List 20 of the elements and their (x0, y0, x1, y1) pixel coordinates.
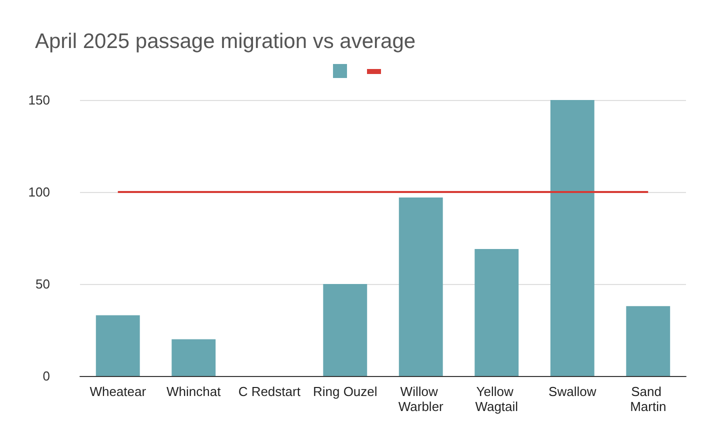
x-tick-label: Wheatear (90, 384, 147, 399)
x-tick-label: Whinchat (166, 384, 222, 399)
y-tick-label: 50 (36, 276, 50, 292)
x-tick-label: Yellow Wagtail (475, 384, 518, 414)
bar (474, 249, 519, 376)
y-tick-label: 150 (28, 92, 50, 108)
chart-title: April 2025 passage migration vs average (35, 30, 416, 53)
bar (96, 315, 140, 376)
y-tick-label: 100 (28, 184, 50, 200)
bar (172, 339, 216, 376)
bar (398, 198, 443, 376)
x-tick-label: C Redstart (238, 384, 301, 399)
y-tick-label: 0 (42, 368, 50, 384)
x-tick-label: Ring Ouzel (312, 384, 378, 399)
bar (323, 284, 368, 376)
x-tick-label: Willow Warbler (398, 384, 444, 414)
x-tick-label: Swallow (548, 384, 597, 399)
x-tick-label: Sand Martin (630, 384, 666, 414)
bar (626, 306, 670, 376)
bar (550, 100, 594, 376)
